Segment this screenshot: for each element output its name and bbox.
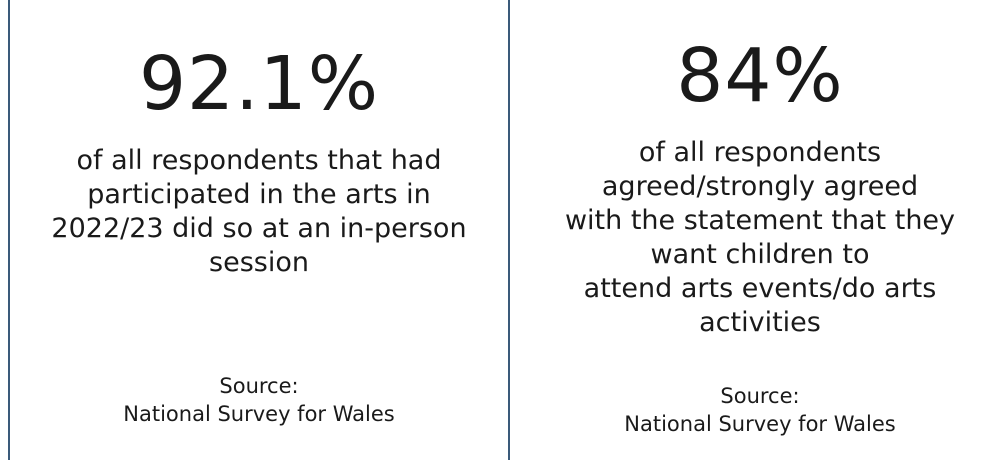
left-border	[8, 0, 10, 460]
stat-value: 92.1%	[138, 41, 380, 127]
stat-panel-left: 92.1% of all respondents that had partic…	[9, 0, 509, 460]
stat-source: Source: National Survey for Wales	[123, 374, 395, 426]
stat-description: of all respondents that had participated…	[51, 145, 467, 278]
center-divider	[508, 0, 510, 460]
stat-source: Source: National Survey for Wales	[624, 384, 896, 436]
stat-value: 84%	[676, 33, 844, 119]
stat-description: of all respondents agreed/strongly agree…	[564, 137, 956, 338]
stat-panel-right: 84% of all respondents agreed/strongly a…	[510, 0, 998, 460]
